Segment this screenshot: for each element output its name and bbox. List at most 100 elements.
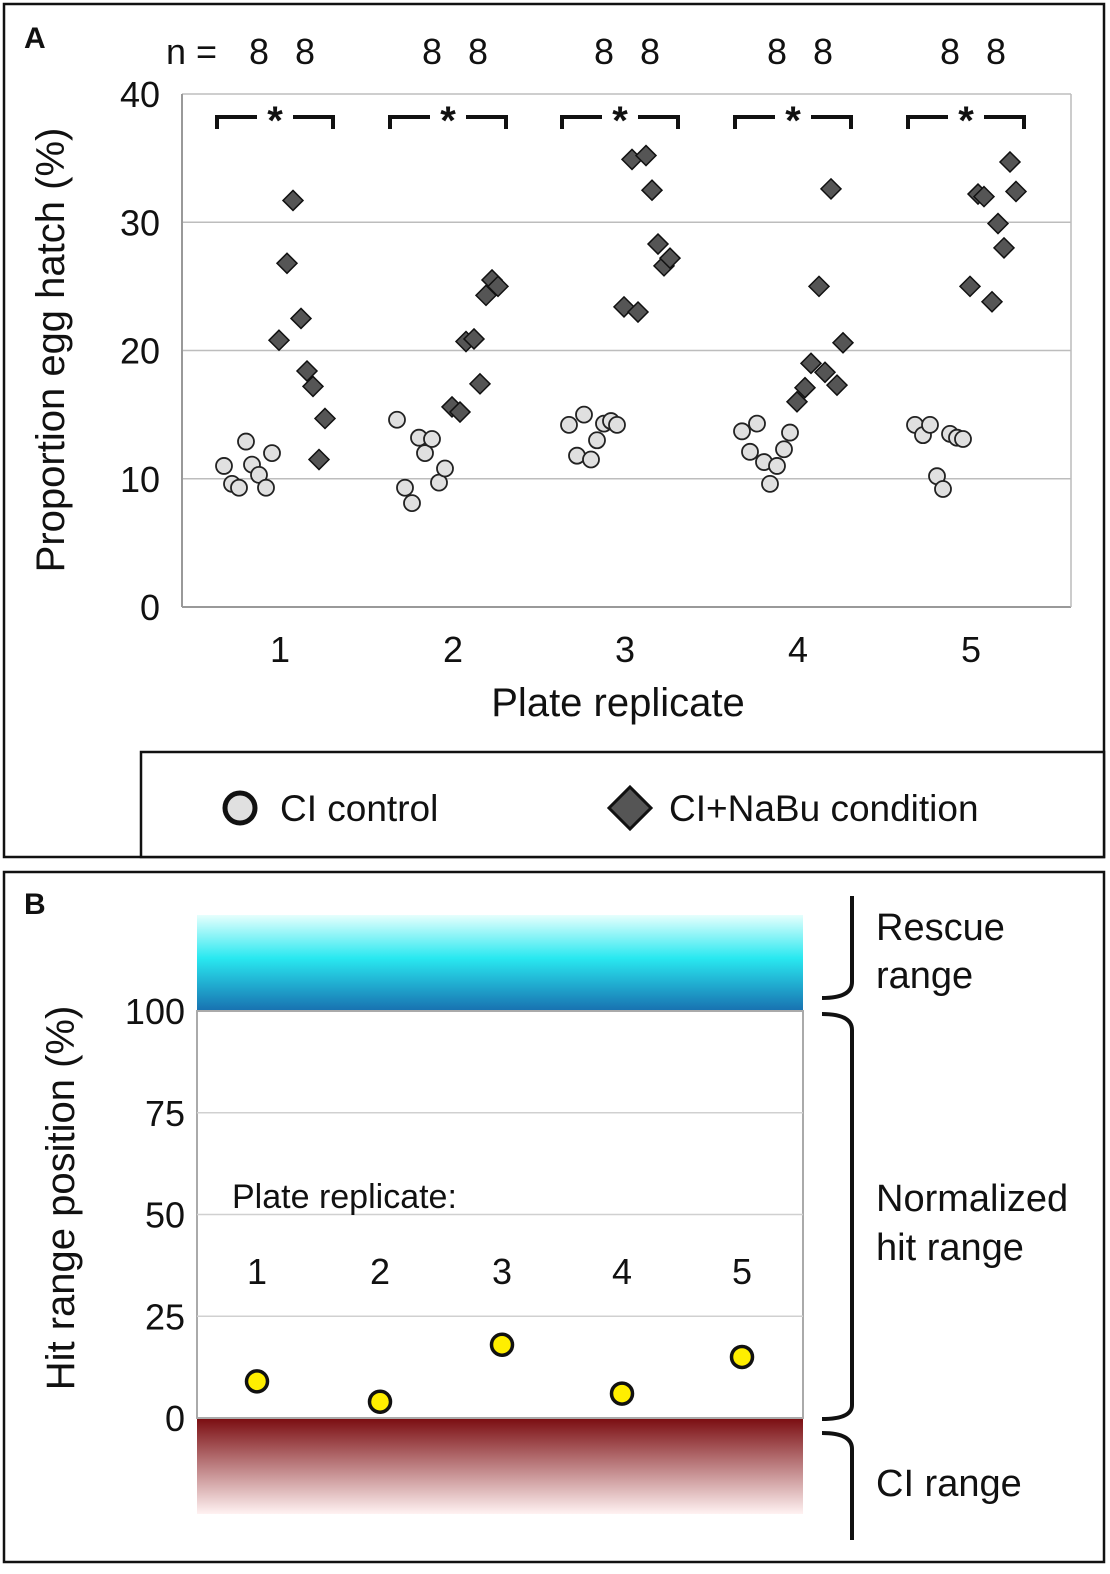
panel-a-label: A [24,22,46,55]
panel-a-y-tick-label: 30 [120,202,160,243]
nabu-point [992,236,1016,259]
panel-b-y-tick-label: 75 [145,1093,185,1134]
hit-range-point [244,1369,270,1394]
panel-a-x-tick-label: 1 [270,629,290,670]
rescue-range-label-line2: range [876,955,973,997]
legend-circle-marker [222,790,258,826]
n-count-control: 8 [422,31,442,72]
n-count-nabu: 8 [640,31,660,72]
control-point [921,415,939,434]
nabu-point [468,372,492,395]
control-point [588,431,606,450]
control-point [775,440,793,459]
panel-b-y-tick-label: 50 [145,1195,185,1236]
nabu-point [295,359,319,383]
panel-b-label: B [24,888,46,921]
panel-a-x-tick-label: 5 [961,629,981,670]
panel-a-frame [2,2,1106,859]
panel-a-y-tick-label: 40 [120,74,160,115]
n-count-nabu: 8 [295,31,315,72]
nabu-point [658,247,682,270]
nabu-point [972,185,996,208]
n-count-control: 8 [594,31,614,72]
normalized-range-label-line2: hit range [876,1227,1024,1269]
nabu-point [448,400,472,424]
nabu-point [307,448,331,471]
nabu-point [813,361,837,384]
control-point [748,414,766,433]
nabu-point [831,331,855,354]
nabu-point [793,376,817,399]
hit-range-point [609,1381,635,1406]
panel-b-y-tick-label: 100 [125,991,185,1032]
panel-a-y-tick-label: 20 [120,331,160,372]
legend-nabu-label: CI+NaBu condition [669,788,979,829]
nabu-point [799,352,823,375]
bracket-right-arm [984,115,1026,129]
nabu-point [634,144,658,167]
panel-a-y-tick-labels: 0 10 20 30 40 [120,74,160,628]
hit-range-point [729,1344,755,1370]
panel-a-x-tick-label: 4 [788,629,808,670]
panel-b-replicate-label: 4 [612,1251,632,1292]
control-point [403,494,421,513]
control-point [934,480,952,498]
nabu-point [640,179,664,202]
control-point [396,478,414,497]
n-count-control: 8 [940,31,960,72]
panel-b: B 0 25 50 75 100 Plate replicate: 1 2 3 4 5 Hit … [2,870,1106,1564]
n-count-nabu: 8 [986,31,1006,72]
legend: CI control CI+NaBu condition [139,750,1106,859]
nabu-point [1004,180,1028,203]
nabu-point [267,329,291,352]
nabu-point [825,374,849,397]
control-point [237,432,255,451]
rescue-range-band [197,915,803,1011]
normalized-range-brace [821,1012,854,1421]
panel-a-y-tick-label: 0 [140,587,160,628]
nabu-point [980,290,1004,313]
nabu-point [313,407,337,430]
panel-a-y-tick-label: 10 [120,459,160,500]
nabu-point [998,150,1022,174]
n-count-nabu: 8 [813,31,833,72]
nabu-point [289,307,313,330]
x-axis-title: Plate replicate [491,681,744,725]
panel-b-gridlines [197,1112,803,1317]
nabu-point [301,375,325,398]
panel-b-data-points [244,1332,755,1414]
y-axis-title: Proportion egg hatch (%) [29,128,73,573]
rescue-range-label-line1: Rescue [876,907,1005,949]
panel-a-x-tick-label: 3 [615,629,635,670]
significance-asterisk: * [440,99,456,143]
bracket-right-arm [466,115,508,129]
control-point [423,430,441,448]
significance-asterisk: * [267,99,283,143]
control-point [388,410,406,429]
panel-b-replicate-label: 2 [370,1251,390,1292]
control-point [257,478,275,497]
n-prefix: n = [166,31,217,72]
ci-range-label: CI range [876,1463,1022,1505]
bracket-right-arm [638,115,680,129]
nabu-point [275,252,299,275]
control-point [575,405,593,424]
panel-a-x-tick-labels: 1 2 3 4 5 [270,629,981,670]
panel-b-replicate-label: 3 [492,1251,512,1292]
plate-replicate-inner-label: Plate replicate: [232,1178,457,1216]
control-point [436,459,454,478]
bracket-left-arm [560,115,602,129]
n-count-control: 8 [767,31,787,72]
panel-b-frame [2,870,1106,1564]
panel-b-y-axis-title: Hit range position (%) [39,1006,83,1391]
control-point [560,415,578,434]
control-point [768,457,786,475]
nabu-point [785,390,809,413]
panel-b-y-tick-label: 25 [145,1296,185,1337]
nabu-point [626,300,650,324]
control-point [733,422,751,441]
control-point [582,450,600,469]
ci-range-band [197,1418,803,1514]
